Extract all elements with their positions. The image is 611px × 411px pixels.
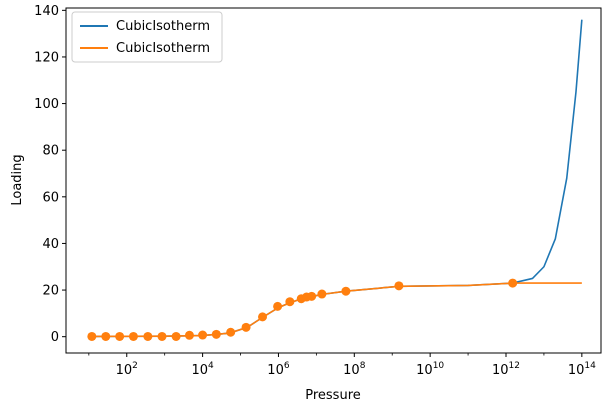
data-point: [285, 297, 295, 307]
data-point: [258, 312, 268, 322]
y-axis: 0 20 40 60 80 100 120 140: [34, 4, 66, 345]
series-line-1: [88, 19, 583, 338]
data-markers: [87, 278, 518, 341]
data-point: [317, 289, 327, 299]
data-point: [171, 331, 181, 341]
data-point: [184, 330, 194, 340]
data-point: [241, 322, 251, 332]
y-tick-label: 0: [51, 330, 59, 345]
x-tick-label: 1014: [568, 361, 596, 378]
y-tick-label: 80: [42, 144, 59, 159]
y-tick-label: 60: [42, 190, 59, 205]
legend-label-1: CubicIsotherm: [116, 19, 210, 34]
x-tick-label: 102: [116, 361, 138, 378]
legend-box: [71, 11, 223, 63]
x-axis: 102 104 106 108 1010 1012 1014: [88, 353, 596, 378]
y-tick-label: 140: [34, 4, 59, 19]
data-point: [198, 330, 208, 340]
series-lines: [88, 19, 583, 338]
legend-label-2: CubicIsotherm: [116, 41, 210, 56]
data-point: [128, 331, 138, 341]
data-point: [157, 331, 167, 341]
y-tick-label: 100: [34, 97, 59, 112]
data-point: [394, 281, 404, 291]
x-tick-label: 1010: [416, 361, 444, 378]
y-tick-label: 20: [42, 284, 59, 299]
data-point: [273, 301, 283, 311]
series-line-2: [88, 282, 582, 338]
data-point: [87, 331, 97, 341]
y-tick-label: 40: [42, 237, 59, 252]
legend: CubicIsotherm CubicIsotherm: [71, 11, 223, 63]
x-tick-label: 106: [267, 361, 290, 378]
data-point: [307, 291, 317, 301]
data-point: [115, 331, 125, 341]
data-point: [341, 286, 351, 296]
data-point: [226, 327, 236, 337]
plot-frame: [65, 7, 602, 354]
data-point: [101, 331, 111, 341]
x-tick-label: 1012: [492, 361, 520, 378]
data-point: [211, 329, 221, 339]
x-axis-label: Pressure: [305, 388, 361, 403]
data-point: [143, 331, 153, 341]
y-axis-label: Loading: [10, 154, 25, 205]
x-tick-label: 104: [191, 361, 214, 378]
x-tick-label: 108: [343, 361, 366, 378]
y-tick-label: 120: [34, 50, 59, 65]
data-point: [508, 278, 518, 288]
